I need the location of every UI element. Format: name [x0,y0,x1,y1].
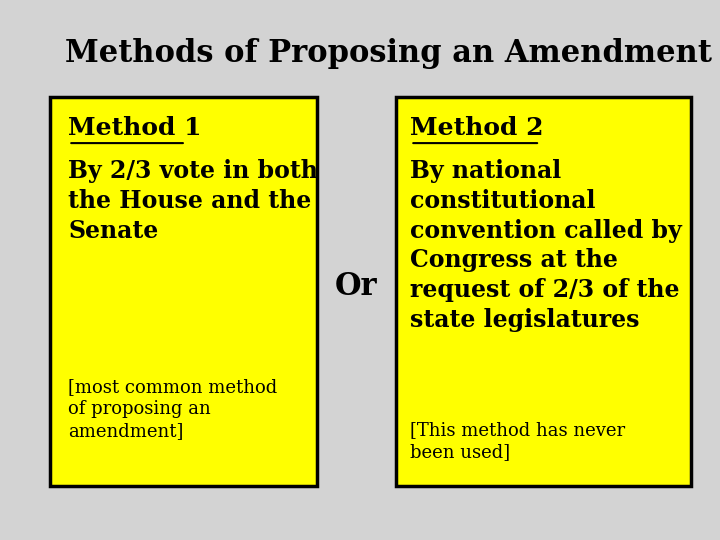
FancyBboxPatch shape [50,97,317,486]
FancyBboxPatch shape [396,97,691,486]
Text: By national
constitutional
convention called by
Congress at the
request of 2/3 o: By national constitutional convention ca… [410,159,682,332]
Text: By 2/3 vote in both
the House and the
Senate: By 2/3 vote in both the House and the Se… [68,159,318,242]
Text: Or: Or [335,271,378,302]
Text: Method 2: Method 2 [410,116,544,140]
Text: Methods of Proposing an Amendment: Methods of Proposing an Amendment [66,38,712,69]
Text: Method 1: Method 1 [68,116,202,140]
Text: [This method has never
been used]: [This method has never been used] [410,421,626,461]
Text: [most common method
of proposing an
amendment]: [most common method of proposing an amen… [68,378,278,441]
